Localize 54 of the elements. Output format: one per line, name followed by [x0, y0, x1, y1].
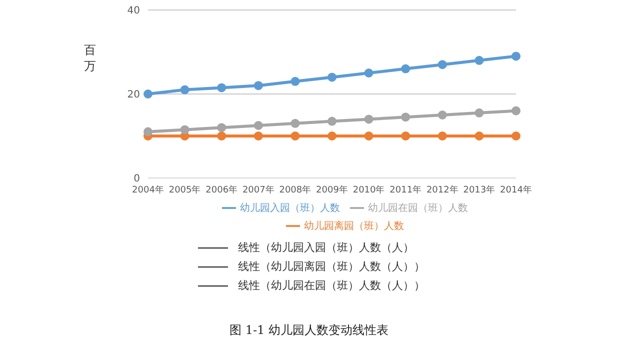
point: [254, 132, 263, 140]
point: [474, 108, 484, 118]
point: [474, 56, 484, 65]
x-tick-label: 2004年: [132, 184, 164, 196]
point: [364, 132, 374, 140]
x-tick-label: 2005年: [168, 184, 201, 196]
point: [328, 72, 336, 82]
x-tick-label: 2010年: [352, 184, 385, 196]
y-tick-label: 0: [134, 174, 140, 185]
point: [217, 123, 226, 132]
point: [401, 132, 410, 140]
x-tick-label: 2009年: [316, 184, 348, 196]
x-tick-label: 2011年: [390, 184, 422, 196]
text: 线性（幼儿园入园（班）人数（人）: [238, 240, 414, 255]
point: [438, 132, 447, 140]
point: [180, 132, 190, 140]
point: [180, 125, 190, 134]
legend-label: 幼儿园离园（班）人数: [304, 221, 404, 232]
y-tick-label: 40: [127, 6, 140, 17]
point: [254, 121, 263, 130]
text: 图 1-1 幼儿园人数变动线性表: [228, 322, 390, 339]
point: [328, 116, 336, 126]
point: [401, 64, 410, 74]
point: [512, 52, 520, 61]
point: [512, 106, 520, 116]
x-tick-label: 2012年: [426, 184, 458, 196]
y-tick-label: 20: [127, 90, 140, 101]
point: [438, 110, 447, 120]
point: [180, 85, 190, 94]
y-axis-title: 百万: [84, 42, 97, 74]
text: 线性（幼儿园离园（班）人数（人））: [238, 259, 425, 274]
x-tick-label: 2008年: [279, 184, 312, 196]
point: [290, 132, 300, 140]
point: [364, 114, 374, 124]
point: [328, 132, 336, 140]
point: [290, 118, 300, 128]
point: [401, 112, 410, 122]
legend-label: 幼儿园在园（班）人数: [368, 203, 468, 214]
point: [290, 76, 300, 86]
point: [144, 90, 152, 98]
point: [512, 132, 520, 140]
x-tick-label: 2013年: [463, 184, 496, 196]
x-tick-label: 2006年: [206, 184, 238, 196]
point: [144, 127, 152, 136]
text: 线性（幼儿园在园（班）人数（人））: [238, 278, 425, 293]
point: [254, 81, 263, 90]
point: [217, 83, 226, 92]
point: [217, 132, 226, 140]
point: [438, 60, 447, 70]
x-tick-label: 2007年: [242, 184, 274, 196]
point: [474, 132, 484, 140]
x-tick-label: 2014年: [500, 184, 532, 196]
legend-label: 幼儿园入园（班）人数: [240, 203, 340, 214]
point: [364, 68, 374, 78]
